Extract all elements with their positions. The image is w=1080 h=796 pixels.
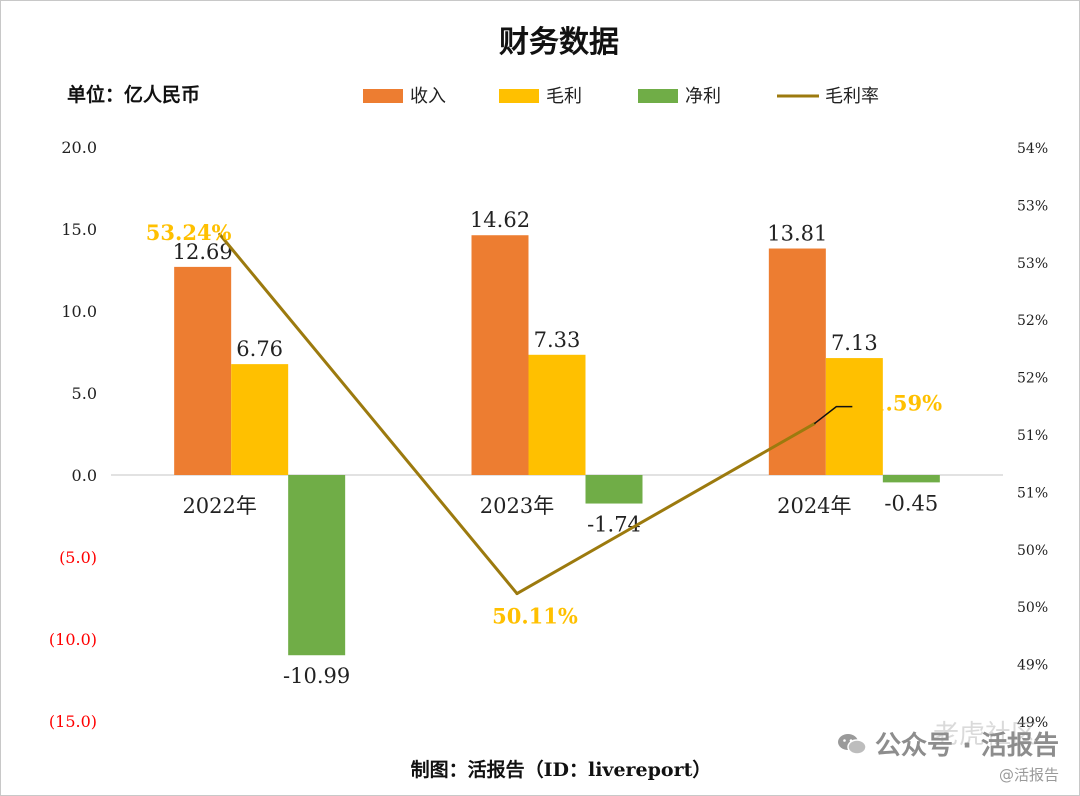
- bar-labels: 12.69 14.62 13.81 6.76 7.33 7.13 -10.99 -1.74 -0…: [173, 208, 939, 688]
- y-right-tick-3: 52%: [1017, 313, 1048, 329]
- margin-label-leader: [813, 405, 853, 425]
- legend-label-0: 收入: [410, 86, 446, 107]
- y-right-tick-6: 51%: [1017, 485, 1048, 501]
- legend-swatch-2: [638, 89, 678, 103]
- bar-label-0-2: 13.81: [767, 222, 827, 246]
- bar-2-0: [288, 475, 346, 656]
- y-left-tick-0: 20.0: [61, 138, 97, 157]
- bar-label-2-1: -1.74: [587, 513, 641, 537]
- watermark: 老虎社区 公众号 · 活报告 @活报告: [837, 720, 1059, 785]
- y-left-tick-5: (5.0): [59, 548, 97, 567]
- legend-label-line: 毛利率: [825, 86, 879, 107]
- legend-swatch-1: [499, 89, 539, 103]
- y-left-tick-7: (15.0): [49, 712, 97, 731]
- category-labels: 2022年 2023年 2024年: [182, 494, 851, 518]
- bar-label-2-0: -10.99: [283, 664, 350, 688]
- margin-label-0: 53.24%: [146, 220, 232, 245]
- bar-label-0-0: 12.69: [173, 240, 233, 264]
- legend-swatch-0: [363, 89, 403, 103]
- margin-point-0: [218, 232, 222, 236]
- margin-label-1: 50.11%: [492, 604, 578, 629]
- y-right-tick-4: 52%: [1017, 371, 1048, 387]
- margin-point-1: [515, 592, 519, 596]
- y-right-tick-5: 51%: [1017, 428, 1048, 444]
- chart-title: 财务数据: [499, 25, 619, 60]
- margin-line-group: 53.24% 50.11% 51.59%: [146, 220, 942, 628]
- bar-1-1: [528, 354, 586, 475]
- bar-0-2: [768, 248, 826, 475]
- bar-label-1-0: 6.76: [236, 337, 283, 361]
- category-label-2: 2024年: [777, 494, 851, 518]
- legend-label-2: 净利: [685, 86, 721, 107]
- watermark-main-text: 公众号 · 活报告: [875, 731, 1059, 761]
- bar-2-1: [585, 475, 643, 504]
- y-right-tick-10: 49%: [1017, 715, 1048, 731]
- y-right-tick-1: 53%: [1017, 198, 1048, 214]
- bars: [174, 235, 940, 656]
- footer-credit: 制图：活报告（ID：livereport）: [411, 758, 712, 781]
- bar-0-0: [174, 266, 232, 475]
- bar-1-2: [825, 358, 883, 475]
- legend-label-1: 毛利: [546, 86, 582, 107]
- y-left-tick-6: (10.0): [49, 630, 97, 649]
- bar-0-1: [471, 235, 529, 475]
- bar-label-1-2: 7.13: [831, 331, 878, 355]
- y-right-tick-7: 50%: [1017, 543, 1048, 559]
- wechat-icon: [837, 732, 867, 756]
- watermark-ghost-text: 老虎社区: [932, 720, 1037, 750]
- bar-label-2-2: -0.45: [884, 491, 938, 515]
- y-left-tick-1: 15.0: [61, 220, 97, 239]
- bar-label-1-1: 7.33: [534, 328, 581, 352]
- bar-1-0: [231, 364, 289, 475]
- y-right-tick-8: 50%: [1017, 600, 1048, 616]
- category-label-1: 2023年: [480, 494, 554, 518]
- unit-label: 单位：亿人民币: [67, 83, 200, 106]
- watermark-sub-text: @活报告: [998, 766, 1059, 784]
- y-left-tick-4: 0.0: [72, 466, 97, 485]
- category-label-0: 2022年: [182, 494, 256, 518]
- y-right-tick-0: 54%: [1017, 141, 1048, 157]
- bar-label-0-1: 14.62: [470, 208, 530, 232]
- margin-label-2: 51.59%: [856, 391, 942, 416]
- y-right-tick-9: 49%: [1017, 658, 1048, 674]
- y-left-tick-3: 5.0: [72, 384, 97, 403]
- bar-2-2: [882, 475, 940, 483]
- y-right-tick-2: 53%: [1017, 256, 1048, 272]
- legend: 收入 毛利 净利 毛利率: [363, 86, 879, 107]
- y-left-tick-2: 10.0: [61, 302, 97, 321]
